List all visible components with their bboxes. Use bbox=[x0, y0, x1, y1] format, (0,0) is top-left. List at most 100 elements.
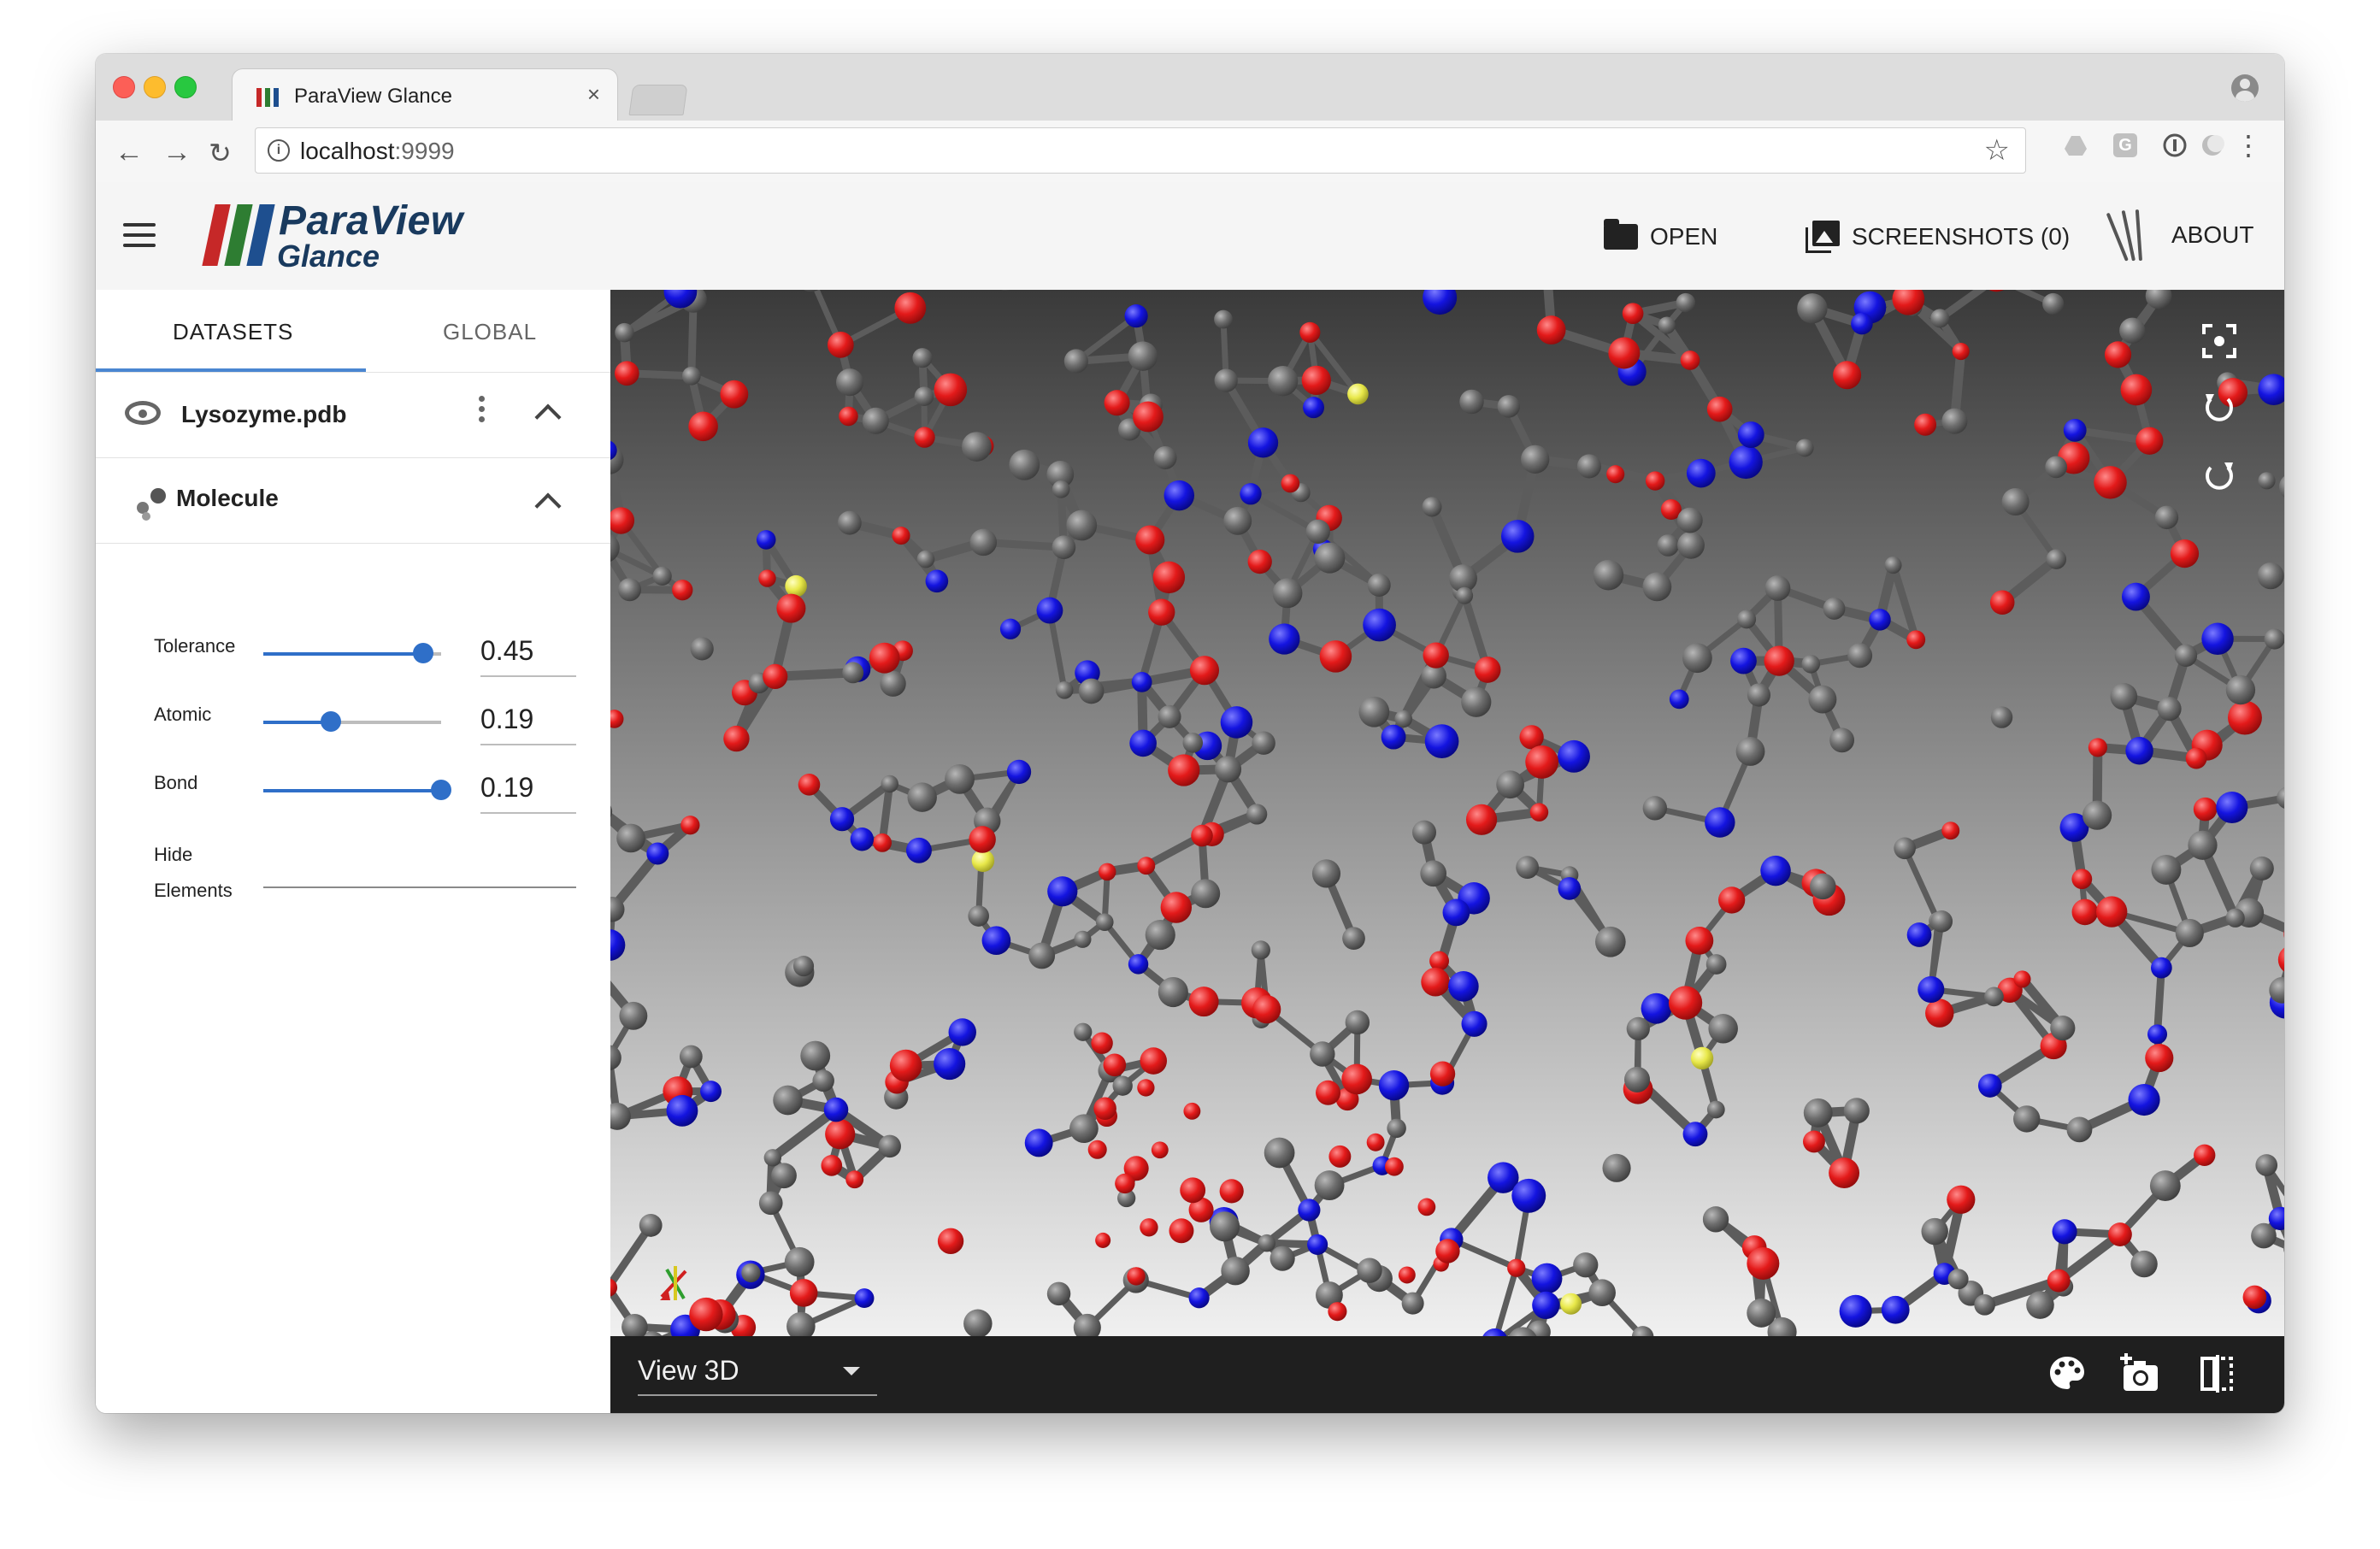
reload-icon[interactable]: ↻ bbox=[209, 138, 232, 168]
slider-thumb[interactable] bbox=[431, 780, 451, 800]
maximize-window-button[interactable] bbox=[174, 76, 197, 98]
atom bbox=[615, 322, 634, 343]
open-button[interactable]: OPEN bbox=[1604, 218, 1717, 256]
atom bbox=[1496, 770, 1525, 799]
logo-subtitle: Glance bbox=[277, 239, 380, 274]
atom bbox=[1511, 1178, 1546, 1213]
grammarly-extension-icon[interactable]: G bbox=[2113, 133, 2137, 157]
atom bbox=[1606, 465, 1625, 484]
atom bbox=[839, 406, 858, 427]
bond-slider[interactable] bbox=[263, 780, 451, 800]
atom bbox=[2026, 1291, 2054, 1319]
molecule-render[interactable] bbox=[610, 290, 2284, 1336]
atom bbox=[825, 1119, 856, 1150]
password-extension-icon[interactable] bbox=[2163, 133, 2187, 157]
atom bbox=[1028, 942, 1056, 969]
minimize-window-button[interactable] bbox=[144, 76, 166, 98]
atom bbox=[1137, 857, 1156, 875]
atomic-input[interactable]: 0.19 bbox=[480, 704, 576, 745]
tab-title: ParaView Glance bbox=[294, 85, 452, 108]
more-options-icon[interactable] bbox=[479, 396, 486, 427]
drive-extension-icon[interactable] bbox=[2064, 133, 2088, 157]
eye-visibility-icon[interactable] bbox=[125, 401, 161, 425]
atom bbox=[1423, 642, 1449, 668]
back-arrow-icon[interactable]: ← bbox=[115, 136, 144, 168]
about-button[interactable]: ABOUT bbox=[2106, 209, 2253, 262]
slider-fill bbox=[263, 721, 332, 724]
atom bbox=[1270, 1246, 1295, 1271]
bond bbox=[878, 780, 894, 847]
atom bbox=[1558, 739, 1590, 773]
atom bbox=[1073, 1313, 1101, 1336]
render-view[interactable]: View 3D bbox=[610, 290, 2284, 1413]
atom bbox=[610, 897, 625, 922]
address-bar[interactable]: i localhost:9999 ☆ bbox=[255, 127, 2026, 174]
atom bbox=[1024, 1128, 1053, 1157]
profile-icon[interactable] bbox=[2231, 74, 2259, 102]
browser-tab[interactable]: ParaView Glance × bbox=[233, 69, 617, 122]
forward-arrow-icon[interactable]: → bbox=[162, 136, 191, 168]
atom bbox=[1442, 898, 1470, 927]
atom bbox=[2104, 341, 2132, 368]
bookmark-star-icon[interactable]: ☆ bbox=[1983, 134, 2010, 167]
split-view-icon[interactable] bbox=[2197, 1353, 2238, 1394]
bond-input[interactable]: 0.19 bbox=[480, 772, 576, 814]
atom bbox=[1906, 922, 1932, 947]
camera-add-icon[interactable] bbox=[2120, 1353, 2161, 1394]
atom bbox=[2066, 1116, 2093, 1143]
hamburger-menu-icon[interactable] bbox=[123, 223, 156, 247]
slider-thumb[interactable] bbox=[321, 711, 342, 732]
atom bbox=[1137, 1079, 1155, 1097]
tolerance-input[interactable]: 0.45 bbox=[480, 635, 576, 677]
chevron-up-icon[interactable] bbox=[534, 403, 562, 431]
photo-library-icon bbox=[1806, 221, 1840, 253]
screenshots-button[interactable]: SCREENSHOTS (0) bbox=[1806, 218, 2070, 256]
atom bbox=[869, 642, 900, 674]
atom bbox=[2258, 374, 2284, 406]
palette-icon[interactable] bbox=[2047, 1353, 2088, 1394]
moon-extension-icon[interactable] bbox=[2200, 133, 2224, 157]
atom bbox=[1219, 1179, 1244, 1204]
atom bbox=[1152, 561, 1186, 594]
reset-camera-icon[interactable] bbox=[2200, 322, 2238, 360]
atom bbox=[1677, 531, 1705, 559]
browser-menu-icon[interactable]: ⋮ bbox=[2235, 130, 2262, 161]
rotate-right-icon[interactable] bbox=[2200, 459, 2238, 497]
close-window-button[interactable] bbox=[113, 76, 135, 98]
atom bbox=[1810, 873, 1836, 900]
atom bbox=[1401, 1292, 1424, 1315]
atomic-slider[interactable] bbox=[263, 711, 441, 732]
rotate-left-icon[interactable] bbox=[2200, 391, 2238, 428]
atom bbox=[1046, 1281, 1071, 1306]
site-info-icon[interactable]: i bbox=[268, 139, 290, 162]
tolerance-slider[interactable] bbox=[263, 643, 441, 663]
atom bbox=[617, 578, 642, 602]
atom bbox=[2045, 456, 2067, 479]
atom bbox=[894, 292, 927, 324]
atom bbox=[1708, 1014, 1738, 1044]
atom bbox=[1006, 759, 1032, 785]
atom bbox=[907, 782, 937, 812]
atom bbox=[1737, 421, 1764, 448]
atom bbox=[1558, 877, 1582, 900]
tab-close-icon[interactable]: × bbox=[586, 81, 600, 107]
slider-thumb[interactable] bbox=[413, 643, 434, 663]
tab-global[interactable]: GLOBAL bbox=[443, 319, 538, 345]
atom bbox=[1869, 609, 1891, 631]
atom bbox=[2174, 644, 2198, 667]
atom bbox=[2050, 1016, 2076, 1041]
atom bbox=[622, 1313, 648, 1336]
hide-elements-input[interactable] bbox=[263, 886, 576, 888]
tab-datasets[interactable]: DATASETS bbox=[173, 319, 294, 345]
chevron-up-icon[interactable] bbox=[534, 492, 562, 520]
atom bbox=[610, 805, 613, 818]
atom bbox=[2194, 1144, 2216, 1166]
atom bbox=[1989, 590, 2015, 615]
browser-window: ParaView Glance × ← → ↻ i localhost:9999… bbox=[96, 54, 2284, 1413]
atom bbox=[845, 1170, 864, 1189]
new-tab-button[interactable] bbox=[628, 85, 688, 115]
view-type-select[interactable]: View 3D bbox=[638, 1352, 877, 1396]
atom bbox=[800, 1040, 831, 1071]
bond bbox=[770, 668, 858, 681]
atom bbox=[1682, 643, 1712, 674]
